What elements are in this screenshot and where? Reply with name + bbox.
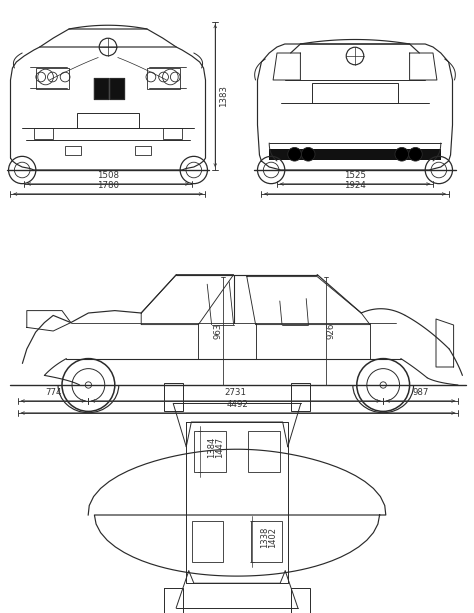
Bar xyxy=(147,68,180,89)
Text: 926: 926 xyxy=(327,322,336,339)
Text: 1383: 1383 xyxy=(219,85,228,107)
Bar xyxy=(269,149,441,159)
Text: 963: 963 xyxy=(213,322,222,339)
Circle shape xyxy=(288,147,301,161)
Text: 774: 774 xyxy=(45,388,62,397)
Bar xyxy=(164,588,182,613)
Text: 1402: 1402 xyxy=(268,527,277,548)
Text: 1525: 1525 xyxy=(344,171,366,180)
FancyBboxPatch shape xyxy=(94,78,109,99)
Bar xyxy=(164,383,182,411)
Text: 987: 987 xyxy=(412,388,429,397)
Text: 1384: 1384 xyxy=(208,437,217,458)
Bar xyxy=(251,521,282,562)
Bar xyxy=(192,521,223,562)
Bar xyxy=(163,128,182,139)
Bar xyxy=(135,146,151,155)
Text: 1508: 1508 xyxy=(97,171,119,180)
Text: 1447: 1447 xyxy=(216,437,225,458)
Bar xyxy=(292,383,310,411)
Text: 1780: 1780 xyxy=(97,181,119,190)
Circle shape xyxy=(301,147,315,161)
Circle shape xyxy=(395,147,409,161)
Bar xyxy=(34,128,54,139)
FancyBboxPatch shape xyxy=(110,78,125,99)
Bar xyxy=(77,113,139,128)
Text: 1924: 1924 xyxy=(344,181,366,190)
Bar xyxy=(312,83,398,102)
Bar xyxy=(194,432,226,471)
Text: 2731: 2731 xyxy=(225,388,247,397)
Text: 4492: 4492 xyxy=(227,400,249,409)
Bar xyxy=(36,68,69,89)
Bar xyxy=(248,432,280,471)
Circle shape xyxy=(409,147,422,161)
Text: 1338: 1338 xyxy=(260,527,269,548)
Bar xyxy=(292,588,310,613)
Bar xyxy=(65,146,81,155)
